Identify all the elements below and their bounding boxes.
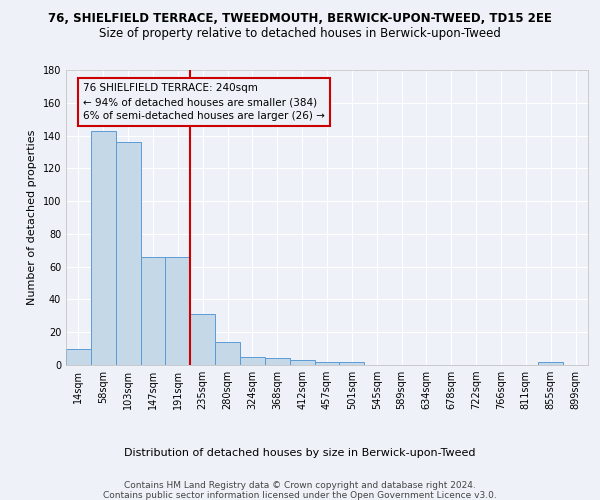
Bar [140,257,166,365]
Text: 76, SHIELFIELD TERRACE, TWEEDMOUTH, BERWICK-UPON-TWEED, TD15 2EE: 76, SHIELFIELD TERRACE, TWEEDMOUTH, BERW… [48,12,552,26]
Text: Distribution of detached houses by size in Berwick-upon-Tweed: Distribution of detached houses by size … [124,448,476,458]
Bar [314,362,340,365]
Text: Size of property relative to detached houses in Berwick-upon-Tweed: Size of property relative to detached ho… [99,28,501,40]
Y-axis label: Number of detached properties: Number of detached properties [27,130,37,305]
Bar [66,348,91,365]
Text: Contains HM Land Registry data © Crown copyright and database right 2024.: Contains HM Land Registry data © Crown c… [124,481,476,490]
Bar [240,357,265,365]
Bar [190,314,215,365]
Bar [166,257,190,365]
Bar [290,360,314,365]
Bar [91,130,116,365]
Text: Contains public sector information licensed under the Open Government Licence v3: Contains public sector information licen… [103,491,497,500]
Bar [538,362,563,365]
Bar [265,358,290,365]
Bar [116,142,140,365]
Bar [215,342,240,365]
Text: 76 SHIELFIELD TERRACE: 240sqm
← 94% of detached houses are smaller (384)
6% of s: 76 SHIELFIELD TERRACE: 240sqm ← 94% of d… [83,83,325,121]
Bar [340,362,364,365]
